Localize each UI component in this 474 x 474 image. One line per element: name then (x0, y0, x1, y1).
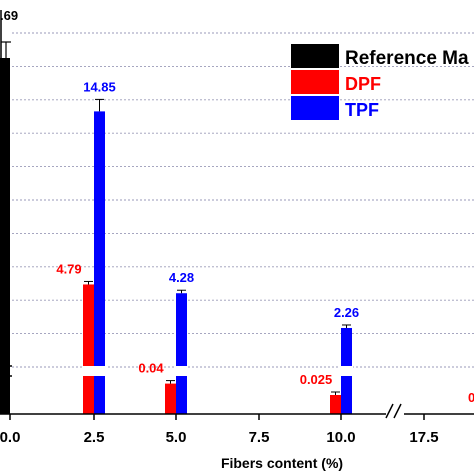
data-label-dpf: 0.04 (138, 361, 164, 376)
bar-break (82, 366, 95, 376)
data-label-reference: .69 (0, 8, 18, 23)
error-bars (84, 98, 351, 395)
x-tick-label: 0.0 (0, 429, 20, 446)
bar-break (175, 366, 188, 376)
data-label-tpf: 2.26 (334, 305, 359, 320)
x-tick-label: 2.5 (84, 429, 105, 446)
bar-dpf-10.0 (330, 395, 341, 414)
data-label-tpf: 14.85 (83, 79, 116, 94)
x-axis-break (385, 403, 404, 419)
legend-swatch-tpf (291, 96, 339, 120)
bar-reference (0, 58, 10, 414)
data-labels: 4.79 14.85 0.04 4.28 0.025 2.26 0 (56, 79, 474, 405)
x-tick-label: 7.5 (249, 429, 270, 446)
bar-tpf-5.0 (176, 293, 187, 414)
data-label-dpf: 4.79 (56, 261, 81, 276)
legend-swatch-reference (291, 44, 339, 68)
bar-break (93, 366, 106, 376)
bar-break (340, 366, 353, 376)
x-tick-label: 17.5 (409, 429, 438, 446)
legend-label-reference: Reference Ma (345, 48, 469, 69)
data-label-dpf: 0 (468, 390, 474, 405)
x-tick-label: 5.0 (166, 429, 187, 446)
error-bar-reference (1, 41, 11, 58)
legend-label-dpf: DPF (345, 74, 381, 94)
bars (82, 111, 353, 415)
data-label-tpf: 4.28 (169, 270, 194, 285)
legend-swatch-dpf (291, 70, 339, 94)
data-label-dpf: 0.025 (300, 372, 333, 387)
bar-dpf-5.0 (165, 383, 176, 414)
x-axis-title: Fibers content (%) (221, 455, 343, 471)
x-ticks: 0.0 2.5 5.0 7.5 10.0 17.5 (0, 414, 439, 446)
legend-label-tpf: TPF (345, 100, 379, 120)
x-tick-label: 10.0 (326, 429, 355, 446)
gridlines (12, 32, 474, 368)
legend: Reference Ma DPF TPF (291, 44, 469, 120)
bar-tpf-2.5 (94, 111, 105, 415)
bar-dpf-2.5 (83, 284, 94, 414)
